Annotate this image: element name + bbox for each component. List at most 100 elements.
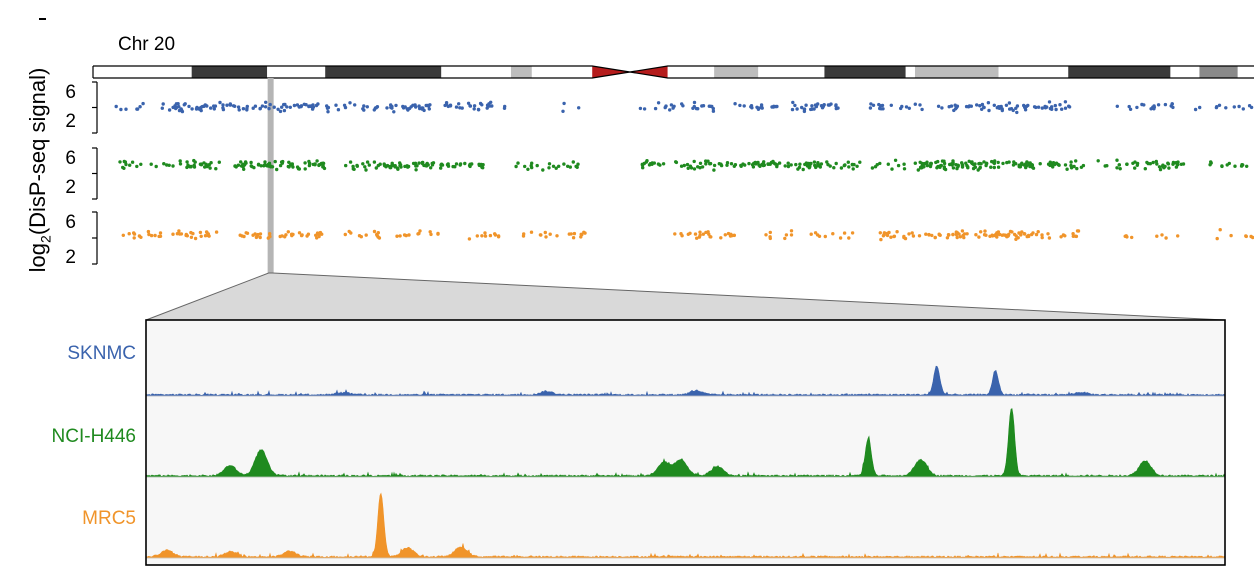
signal-point (488, 104, 492, 108)
signal-point (236, 163, 241, 167)
signal-point (1076, 229, 1081, 233)
signal-point (870, 166, 875, 170)
signal-point (1024, 105, 1028, 109)
signal-point (1233, 164, 1237, 168)
signal-point (692, 167, 697, 171)
signal-point (875, 163, 879, 167)
signal-point (892, 234, 897, 238)
signal-point (260, 104, 265, 108)
signal-point (940, 106, 944, 110)
signal-point (977, 235, 981, 239)
signal-point (847, 236, 851, 240)
signal-point (796, 167, 800, 171)
signal-point (783, 164, 787, 168)
signal-point (877, 102, 881, 107)
signal-point (1148, 162, 1153, 166)
signal-point (454, 105, 459, 109)
signal-point (198, 230, 203, 235)
signal-point (285, 105, 289, 109)
signal-point (362, 108, 366, 112)
signal-point (343, 232, 347, 237)
signal-point (1130, 235, 1134, 240)
ideogram-band (824, 66, 906, 78)
signal-point (671, 106, 675, 110)
ideogram-band (914, 66, 999, 78)
signal-point (141, 101, 145, 106)
ideogram-band (1199, 66, 1238, 78)
signal-point (691, 106, 695, 111)
signal-point (1152, 107, 1156, 111)
signal-point (288, 105, 292, 110)
signal-point (317, 233, 321, 237)
signal-point (322, 166, 327, 171)
signal-point (476, 107, 481, 112)
signal-point (990, 159, 994, 164)
signal-point (176, 102, 180, 106)
signal-point (420, 106, 425, 110)
signal-point (389, 105, 393, 110)
signal-point (436, 231, 440, 236)
signal-point (562, 101, 566, 106)
signal-point (1067, 104, 1071, 108)
signal-point (1031, 231, 1035, 235)
signal-point (403, 164, 407, 169)
signal-point (160, 106, 164, 110)
signal-track (145, 492, 1226, 559)
signal-point (279, 160, 284, 164)
signal-point (189, 235, 194, 239)
signal-point (921, 165, 926, 169)
signal-point (706, 159, 710, 163)
signal-point (218, 100, 222, 105)
signal-point (913, 161, 917, 165)
signal-point (812, 160, 817, 164)
signal-point (719, 162, 723, 166)
signal-point (954, 105, 959, 110)
signal-point (777, 161, 782, 165)
signal-point (359, 235, 363, 239)
signal-point (177, 229, 181, 233)
signal-point (929, 161, 933, 166)
signal-point (374, 106, 378, 110)
tick-label: 6 (65, 212, 76, 233)
signal-point (708, 104, 713, 109)
signal-point (1160, 233, 1164, 237)
signal-point (171, 164, 175, 168)
signal-point (236, 105, 241, 109)
signal-point (278, 109, 283, 114)
signal-point (920, 107, 924, 112)
signal-point (708, 161, 713, 166)
signal-point (764, 233, 768, 237)
signal-point (135, 107, 140, 111)
signal-point (804, 161, 809, 165)
signal-point (993, 233, 997, 238)
signal-point (430, 161, 434, 166)
signal-point (1051, 165, 1055, 169)
signal-point (1163, 102, 1168, 107)
signal-point (878, 231, 882, 235)
signal-point (834, 161, 838, 166)
signal-point (768, 230, 772, 235)
ideogram-band (93, 66, 192, 78)
signal-point (567, 232, 571, 236)
signal-point (733, 163, 738, 167)
signal-point (315, 159, 319, 163)
signal-point (365, 105, 369, 109)
ideogram-band (267, 66, 326, 78)
signal-point (1158, 167, 1163, 172)
signal-point (829, 102, 833, 106)
tick-label: 2 (65, 177, 76, 198)
signal-point (1125, 162, 1129, 166)
ideogram-band (510, 66, 532, 78)
signal-point (786, 164, 791, 169)
signal-point (1059, 235, 1063, 239)
signal-point (726, 231, 731, 236)
signal-point (485, 106, 489, 110)
signal-point (979, 230, 983, 234)
signal-point (980, 102, 985, 107)
signal-point (287, 160, 291, 164)
signal-point (307, 104, 311, 108)
signal-point (297, 105, 301, 109)
signal-point (809, 107, 813, 112)
signal-point (992, 103, 996, 108)
ideogram-band (1170, 66, 1200, 78)
